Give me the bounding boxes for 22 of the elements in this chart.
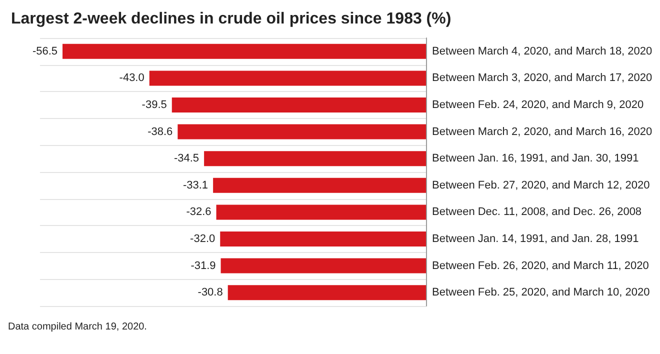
- data-label: -56.5: [32, 45, 58, 58]
- y-tick-label: Between March 3, 2020, and March 17, 2020: [432, 72, 652, 84]
- y-tick-label: Between March 4, 2020, and March 18, 2020: [432, 45, 652, 58]
- data-label: -33.1: [182, 179, 208, 192]
- data-label: -34.5: [174, 152, 200, 165]
- data-label: -32.6: [186, 206, 212, 218]
- data-label: -32.0: [190, 233, 216, 245]
- data-label: -30.8: [198, 286, 223, 299]
- data-label: -39.5: [142, 99, 167, 111]
- y-tick-label: Between Jan. 14, 1991, and Jan. 28, 1991: [432, 233, 639, 245]
- y-tick-label: Between Jan. 16, 1991, and Jan. 30, 1991: [432, 152, 639, 165]
- data-label: -38.6: [148, 126, 173, 138]
- y-tick-label: Between Feb. 26, 2020, and March 11, 2020: [432, 260, 649, 272]
- y-tick-label: Between Dec. 11, 2008, and Dec. 26, 2008: [432, 206, 642, 218]
- y-tick-label: Between Feb. 24, 2020, and March 9, 2020: [432, 99, 644, 111]
- text: Data compiled March 19, 2020.: [8, 322, 147, 332]
- chart-title: Largest 2-week declines in crude oil prices since 1983 (%): [11, 10, 452, 28]
- data-label: -31.9: [190, 260, 216, 272]
- y-tick-label: Between March 2, 2020, and March 16, 2020: [432, 126, 652, 138]
- data-label: -43.0: [119, 72, 144, 84]
- y-tick-label: Between Feb. 25, 2020, and March 10, 2020: [432, 286, 650, 299]
- y-tick-label: Between Feb. 27, 2020, and March 12, 2020: [432, 179, 650, 192]
